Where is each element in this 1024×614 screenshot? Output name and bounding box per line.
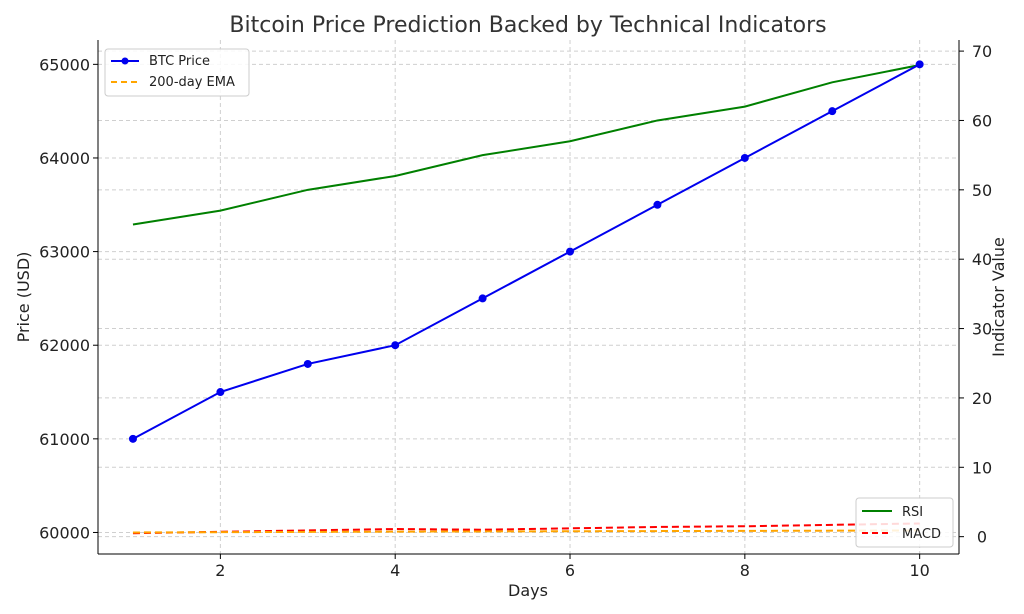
y-tick-label-left: 61000 [39, 430, 90, 449]
y-tick-label-right: 0 [977, 528, 987, 547]
y-tick-label-right: 40 [972, 250, 992, 269]
y-tick-label-right: 50 [972, 181, 992, 200]
series-layer [128, 60, 924, 535]
series-line-macd [132, 522, 920, 535]
y-axis-label-right: Indicator Value [989, 237, 1008, 357]
y-tick-label-right: 70 [972, 42, 992, 61]
data-point-btc-price [566, 247, 575, 256]
series-line-btc-price [132, 63, 921, 440]
data-point-btc-price [391, 341, 400, 350]
ticks: 2 4 6 8 10 60000 61000 62000 63000 64000 65000 0 10 2… [39, 42, 992, 580]
legend-label-ema: 200-day EMA [149, 75, 235, 90]
y-tick-label-right: 30 [972, 320, 992, 339]
chart-title: Bitcoin Price Prediction Backed by Techn… [229, 13, 826, 38]
x-tick-label: 6 [565, 561, 575, 580]
y-tick-label-right: 60 [972, 111, 992, 130]
data-point-btc-price [653, 200, 662, 209]
data-point-btc-price [740, 153, 749, 162]
data-point-btc-price [915, 60, 924, 69]
legend-label-rsi: RSI [902, 505, 923, 520]
axes [97, 40, 960, 555]
legend-left: BTC Price 200-day EMA [104, 48, 250, 97]
y-tick-label-left: 63000 [39, 243, 90, 262]
x-tick-label: 2 [215, 561, 225, 580]
y-tick-label-left: 65000 [39, 55, 90, 74]
x-tick-label: 10 [909, 561, 929, 580]
legend-right: RSI MACD [855, 497, 954, 548]
series-line-rsi [132, 63, 920, 226]
legend-label-btc-price: BTC Price [149, 54, 210, 69]
legend-left-frame [104, 48, 250, 97]
y-tick-label-left: 60000 [39, 523, 90, 542]
y-tick-label-left: 64000 [39, 149, 90, 168]
y-axis-label-left: Price (USD) [14, 252, 33, 343]
data-point-btc-price [828, 107, 837, 116]
series-line-200-day-ema [132, 529, 920, 534]
legend-label-macd: MACD [902, 527, 941, 542]
x-axis-label: Days [508, 581, 548, 600]
data-point-btc-price [478, 294, 487, 303]
y-tick-label-right: 10 [972, 458, 992, 477]
data-point-btc-price [303, 359, 312, 368]
y-tick-label-left: 62000 [39, 336, 90, 355]
grid [98, 40, 959, 554]
x-tick-label: 8 [740, 561, 750, 580]
y-tick-label-right: 20 [972, 389, 992, 408]
legend-marker-btc-price [121, 57, 129, 65]
data-point-btc-price [128, 434, 137, 443]
data-point-btc-price [216, 388, 225, 397]
x-tick-label: 4 [390, 561, 400, 580]
